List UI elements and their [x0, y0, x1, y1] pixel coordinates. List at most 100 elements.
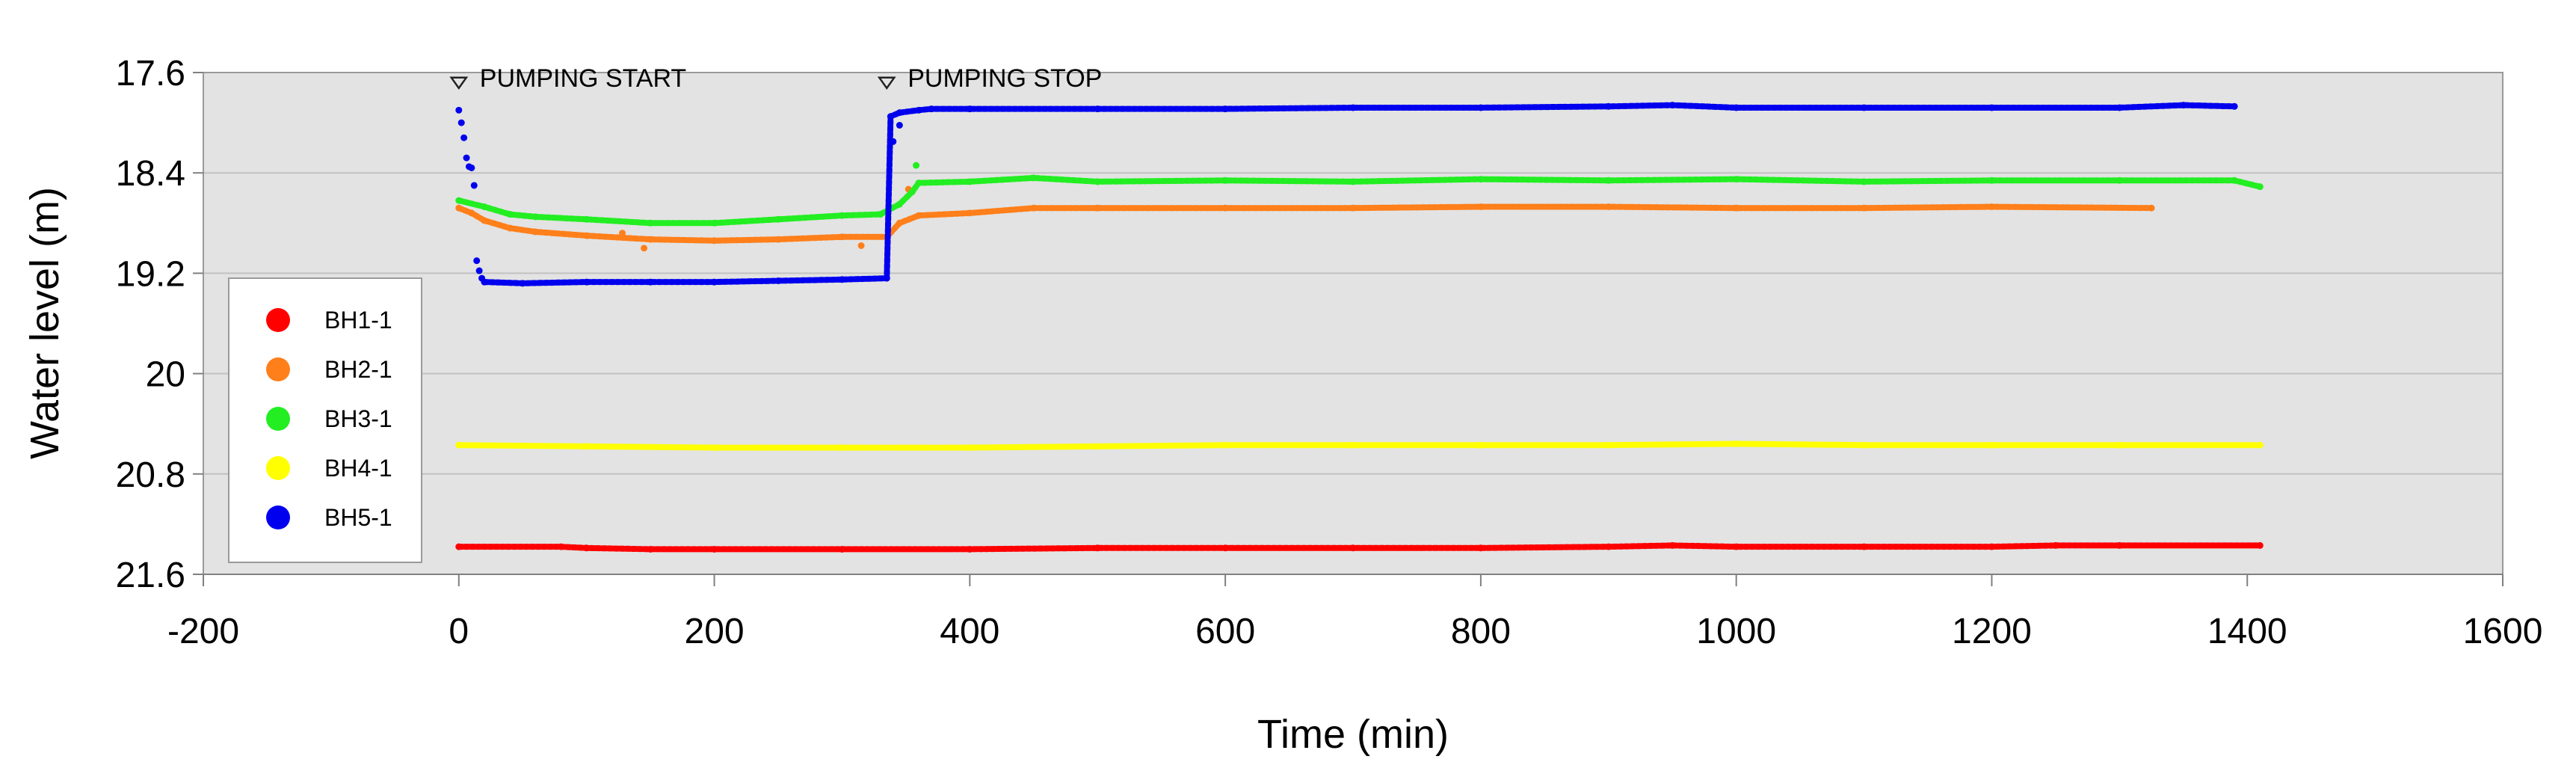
x-tick-label: 200 [685, 612, 745, 651]
y-tick-label: 18.4 [116, 154, 185, 194]
data-point [1221, 204, 1229, 212]
data-point [1349, 441, 1357, 449]
legend-label: BH3-1 [324, 405, 392, 432]
data-point [1605, 543, 1612, 550]
y-tick-label: 17.6 [116, 54, 185, 93]
data-point [1988, 543, 1995, 550]
x-axis-title: Time (min) [1257, 712, 1449, 757]
data-point [711, 237, 718, 245]
data-point [1605, 102, 1612, 110]
data-point [966, 105, 973, 113]
data-point [1477, 176, 1485, 183]
data-point [774, 277, 782, 284]
data-point [1861, 104, 1868, 111]
data-point [455, 441, 463, 449]
legend-marker [266, 308, 290, 332]
legend-box [228, 277, 422, 563]
triangle-down-icon [449, 76, 469, 90]
data-point [1861, 543, 1868, 550]
data-point [1221, 176, 1229, 184]
data-point [1988, 176, 1995, 184]
plot-background [203, 73, 2503, 574]
data-point [1221, 105, 1229, 113]
data-point [1988, 203, 1995, 210]
legend-marker [266, 456, 290, 480]
data-point [877, 211, 884, 218]
data-point [711, 278, 718, 286]
data-point [1668, 102, 1676, 109]
data-point [473, 257, 481, 265]
data-point [896, 200, 903, 208]
data-point [838, 276, 845, 283]
data-point [531, 213, 539, 221]
data-point [2256, 183, 2264, 191]
data-point [2116, 176, 2123, 184]
data-point [711, 219, 718, 227]
y-tick-label: 20.8 [116, 455, 185, 495]
data-point [966, 545, 973, 553]
axes: -200 0 200 400 600 800 1000 1200 1400 1600 17.6 18.… [116, 54, 2543, 651]
data-point [711, 444, 718, 452]
data-point [1861, 178, 1868, 185]
data-point [2231, 102, 2238, 110]
data-point [1605, 176, 1612, 184]
series-BH5-1 [455, 102, 2238, 287]
annotations: PUMPING START PUMPING STOP [449, 64, 1102, 93]
data-point [2256, 541, 2264, 549]
legend-label: BH1-1 [324, 307, 392, 334]
data-point [1094, 544, 1101, 552]
legend-marker [266, 357, 290, 381]
gridlines [203, 172, 2503, 475]
data-point [481, 217, 488, 224]
data-point [1030, 174, 1038, 182]
data-point [928, 105, 935, 113]
annotation-pumping-stop: PUMPING STOP [877, 64, 1102, 93]
data-point [1988, 104, 1995, 111]
data-point [838, 233, 845, 241]
x-tick-label: 1400 [2207, 612, 2287, 651]
series-BH1-1 [455, 541, 2264, 553]
triangle-down-icon [877, 76, 896, 90]
data-point [481, 203, 488, 210]
x-tick-label: 1000 [1696, 612, 1776, 651]
data-point [966, 209, 973, 217]
data-point [838, 212, 845, 219]
data-point [1349, 104, 1357, 111]
data-point [896, 121, 903, 129]
data-point [455, 197, 463, 204]
data-point [506, 224, 514, 232]
data-point [468, 209, 475, 217]
data-point [1733, 440, 1740, 448]
data-point [1605, 203, 1612, 210]
data-point [774, 215, 782, 223]
data-point [1605, 441, 1612, 449]
data-point [1349, 178, 1357, 185]
data-point [468, 164, 475, 171]
y-tick-label: 20 [146, 355, 185, 395]
legend-label: BH2-1 [324, 356, 392, 383]
data-point [2231, 176, 2238, 184]
data-point [583, 215, 591, 223]
data-point [1477, 544, 1485, 552]
data-point [915, 212, 922, 219]
data-point [647, 219, 654, 227]
data-point [647, 545, 654, 553]
x-tick-label: 1600 [2463, 612, 2543, 651]
annotation-pumping-start: PUMPING START [449, 64, 686, 93]
data-point [896, 219, 903, 227]
y-tick-label: 21.6 [116, 556, 185, 595]
series-line [455, 203, 2155, 244]
data-point [2052, 541, 2059, 549]
x-tick-label: 800 [1451, 612, 1511, 651]
series-line [455, 174, 2264, 227]
data-point [1477, 203, 1485, 210]
series-layer [455, 102, 2264, 553]
data-point [1094, 443, 1101, 450]
x-tick-label: 400 [940, 612, 999, 651]
data-point [774, 236, 782, 243]
data-point [1349, 204, 1357, 212]
series-BH3-1 [455, 162, 2264, 227]
data-point [463, 154, 470, 162]
data-point [896, 109, 903, 117]
data-point [557, 543, 564, 550]
